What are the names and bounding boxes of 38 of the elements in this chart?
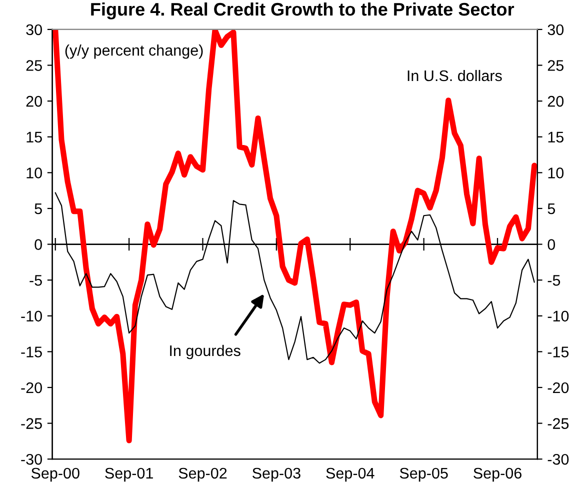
y2-tick-label: -5: [548, 275, 560, 286]
y2-tick-label: 25: [548, 60, 564, 71]
x-tick-label: Sep-05: [400, 468, 448, 482]
y2-tick-label: 0: [548, 239, 556, 250]
x-tick-label: Sep-00: [31, 468, 80, 482]
x-tick-label: Sep-01: [105, 468, 153, 482]
y-tick-label: -10: [21, 310, 42, 322]
y2-tick-label: 10: [548, 168, 564, 178]
y-tick-label: 10: [26, 168, 42, 178]
y-tick-label: 5: [34, 203, 42, 214]
x-tick-label: Sep-06: [474, 468, 522, 482]
y-tick-label: -25: [21, 418, 42, 429]
y2-tick-label: 5: [548, 203, 556, 214]
y-tick-label: 15: [26, 132, 42, 143]
y-tick-label: 20: [26, 96, 42, 107]
x-tick-label: Sep-03: [252, 468, 300, 482]
y2-tick-label: 20: [548, 96, 564, 107]
x-tick-label: Sep-04: [326, 468, 374, 482]
y2-tick-label: -30: [548, 454, 569, 465]
y-tick-label: -30: [21, 454, 42, 465]
annotation: (y/y percent change): [65, 44, 203, 59]
y-tick-label: 30: [26, 24, 42, 36]
y2-tick-label: -15: [548, 346, 569, 358]
y-tick-label: -15: [21, 346, 42, 358]
y-tick-label: 25: [26, 60, 42, 71]
series-label: In U.S. dollars: [408, 70, 502, 82]
y2-tick-label: -20: [548, 382, 569, 394]
y2-tick-label: 30: [548, 24, 564, 36]
chart-title: Figure 4. Real Credit Growth to the Private Sector: [91, 2, 514, 20]
y-tick-label: -5: [30, 275, 42, 286]
y2-tick-label: -25: [548, 418, 569, 429]
y-tick-label: 0: [34, 239, 42, 250]
line-series: [54, 192, 535, 364]
y-tick-label: -20: [21, 382, 42, 394]
text: In gourdes: [170, 344, 240, 360]
y2-tick-label: -10: [548, 310, 569, 322]
x-tick-label: Sep-02: [178, 468, 227, 482]
y2-tick-label: 15: [548, 132, 564, 143]
